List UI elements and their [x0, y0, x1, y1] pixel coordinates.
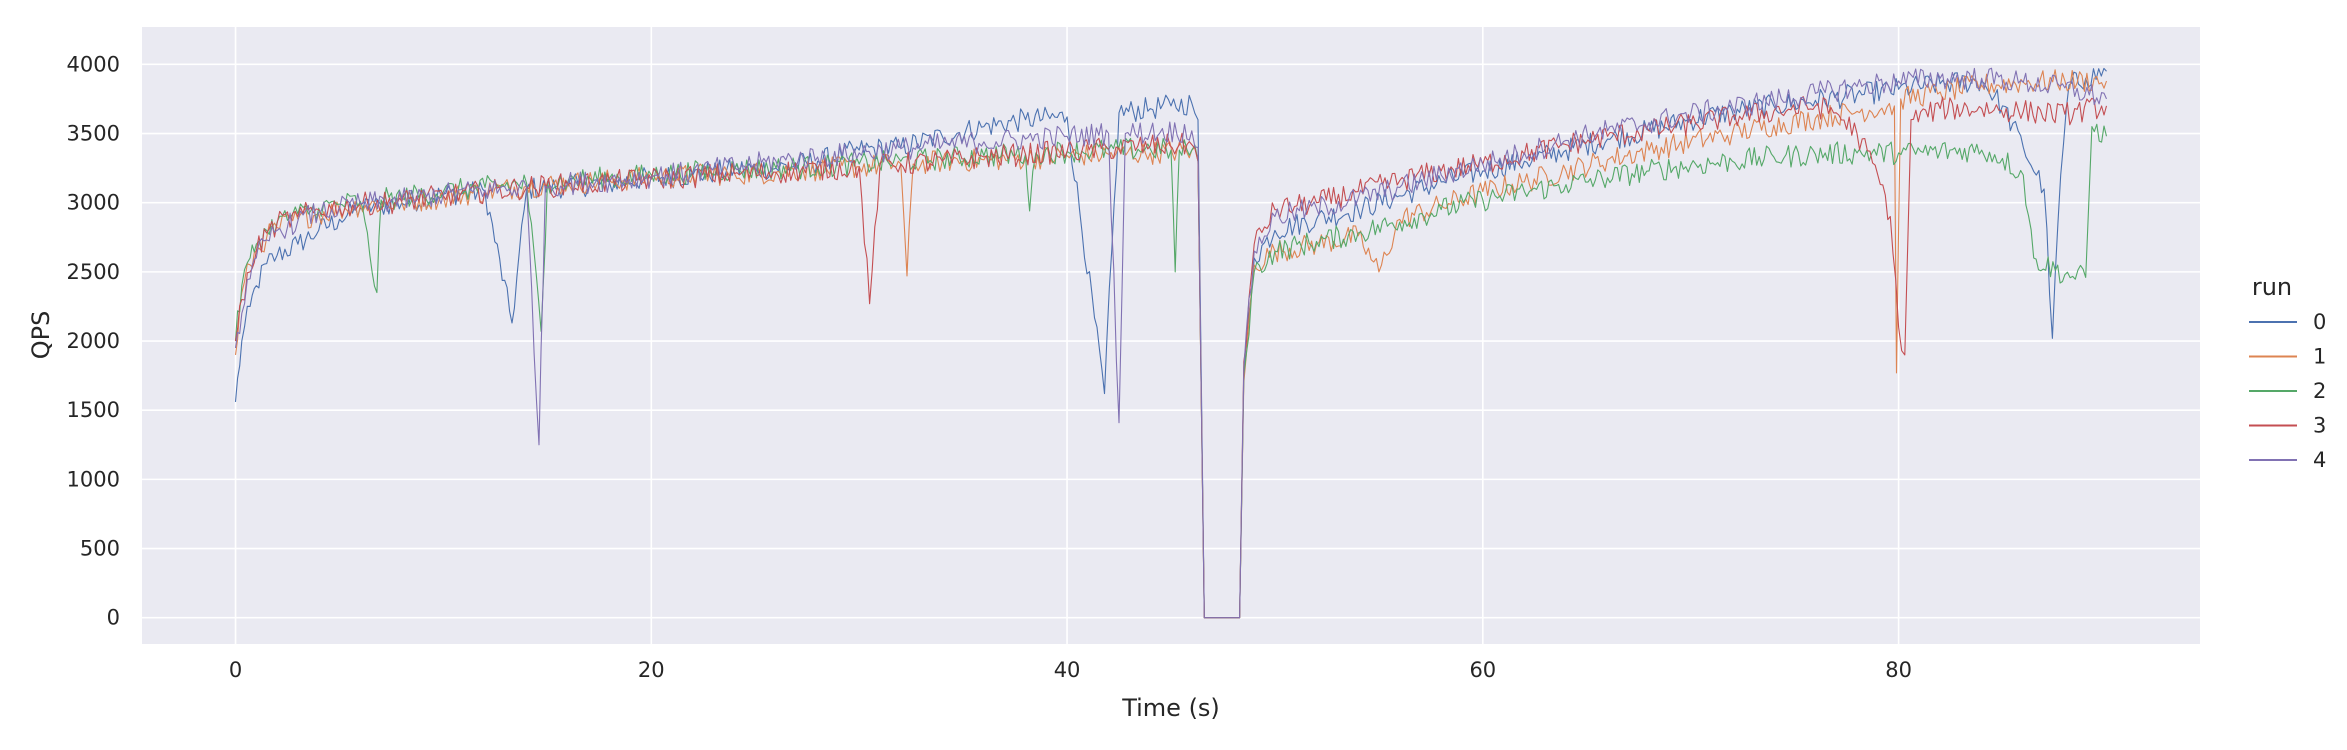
series-line-run-3: [234, 96, 2108, 619]
y-axis-title: QPS: [27, 311, 55, 360]
x-axis-title: Time (s): [1121, 694, 1220, 722]
series-line-run-1: [234, 69, 2108, 619]
x-tick-label: 80: [1885, 658, 1912, 682]
series-line-run-2: [234, 123, 2108, 619]
legend-label-run-4: 4: [2313, 448, 2326, 472]
series-line-run-4: [234, 67, 2108, 619]
y-tick-label: 3500: [67, 122, 120, 146]
x-tick-labels: 0 20 40 60 80: [229, 658, 1912, 682]
y-tick-label: 3000: [67, 191, 120, 215]
y-tick-label: 4000: [67, 52, 120, 76]
legend: run 0 1 2 3 4: [2249, 273, 2326, 472]
y-tick-label: 2500: [67, 260, 120, 284]
legend-label-run-2: 2: [2313, 379, 2326, 403]
legend-label-run-0: 0: [2313, 310, 2326, 334]
y-tick-label: 1000: [67, 467, 120, 491]
y-tick-labels: 0 500 1000 1500 2000 2500 3000 3500 4000: [67, 52, 120, 629]
y-tick-label: 2000: [67, 329, 120, 353]
y-tick-label: 0: [107, 606, 120, 630]
x-tick-label: 20: [638, 658, 665, 682]
legend-label-run-3: 3: [2313, 414, 2326, 438]
x-tick-label: 0: [229, 658, 242, 682]
legend-label-run-1: 1: [2313, 345, 2326, 369]
data-lines: [234, 67, 2108, 619]
y-tick-label: 1500: [67, 398, 120, 422]
x-tick-label: 40: [1054, 658, 1081, 682]
y-tick-label: 500: [80, 537, 120, 561]
x-tick-label: 60: [1469, 658, 1496, 682]
plot-background: [142, 27, 2200, 644]
legend-title: run: [2252, 273, 2292, 301]
